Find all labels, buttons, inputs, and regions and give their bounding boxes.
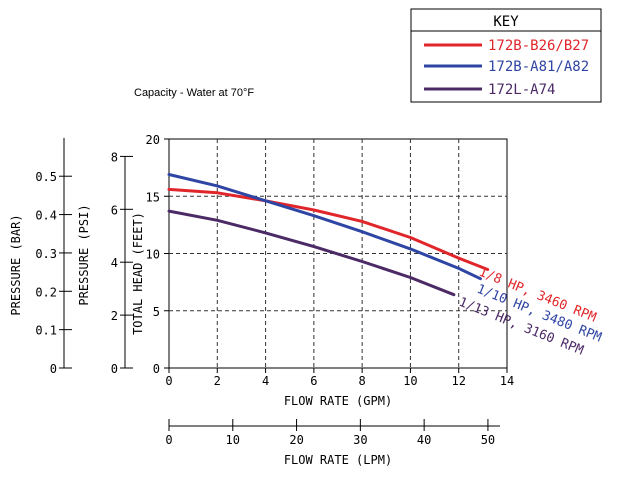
y-tick-label: 20 [146, 133, 160, 147]
chart-subtitle: Capacity - Water at 70°F [134, 87, 254, 99]
key-title: KEY [493, 14, 519, 30]
key-label-3: 172L-A74 [488, 82, 555, 98]
y-axis-label: TOTAL HEAD (FEET) [131, 212, 145, 335]
lpm-tick-label: 50 [481, 433, 495, 447]
x-tick-label: 12 [451, 374, 465, 388]
x-tick-label: 2 [214, 374, 221, 388]
x-tick-label: 4 [262, 374, 269, 388]
psi-axis-label: PRESSURE (PSI) [77, 204, 91, 305]
series-line [167, 187, 490, 271]
key-box: KEY 172B-B26/B27 172B-A81/A82 172L-A74 [410, 8, 602, 103]
x-tick-label: 14 [500, 374, 514, 388]
bar-tick-label: 0.4 [35, 209, 57, 223]
lpm-tick-label: 40 [417, 433, 431, 447]
key-label-2: 172B-A81/A82 [488, 59, 589, 75]
axis-ticks: 0 2 4 6 8 10 12 14 0 5 10 15 20 0 2 4 6 8 0 0.1 0.2 0.3 0.4 0.5… [35, 133, 514, 447]
psi-tick-label: 2 [111, 309, 118, 323]
bar-tick-label: 0.2 [35, 285, 57, 299]
lpm-tick-label: 20 [289, 433, 303, 447]
bar-tick-label: 0 [50, 362, 57, 376]
key-label-1: 172B-B26/B27 [488, 38, 589, 54]
psi-tick-label: 4 [111, 256, 118, 270]
x-tick-label: 10 [403, 374, 417, 388]
x-tick-label: 0 [165, 374, 172, 388]
lpm-tick-label: 0 [165, 433, 172, 447]
series-lines [167, 173, 490, 297]
bar-axis-label: PRESSURE (BAR) [9, 214, 23, 315]
bar-tick-label: 0.3 [35, 247, 57, 261]
psi-tick-label: 8 [111, 150, 118, 164]
y-tick-label: 15 [146, 190, 160, 204]
x-tick-label: 8 [359, 374, 366, 388]
y-tick-label: 10 [146, 248, 160, 262]
x-tick-label: 6 [310, 374, 317, 388]
psi-tick-label: 6 [111, 203, 118, 217]
bar-tick-label: 0.1 [35, 324, 57, 338]
y-tick-label: 0 [153, 362, 160, 376]
series-line [167, 173, 482, 281]
lpm-tick-label: 30 [353, 433, 367, 447]
x-axis-label: FLOW RATE (GPM) [284, 394, 392, 408]
lpm-tick-label: 10 [226, 433, 240, 447]
bar-tick-label: 0.5 [35, 170, 57, 184]
y-tick-label: 5 [153, 305, 160, 319]
psi-tick-label: 0 [111, 362, 118, 376]
lpm-axis-label: FLOW RATE (LPM) [284, 453, 392, 467]
series-line [167, 209, 456, 297]
